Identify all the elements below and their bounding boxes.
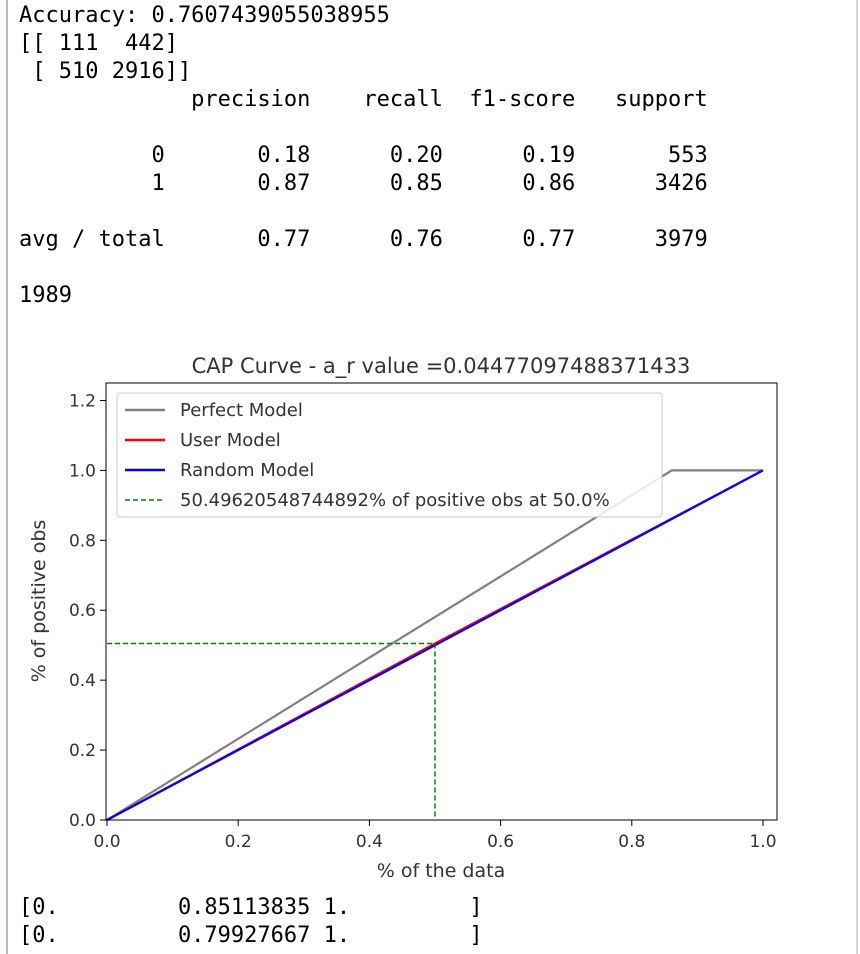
cell-right-border: [856, 0, 858, 954]
plot-area-frame: [105, 382, 778, 821]
legend-label-2: Random Model: [180, 460, 314, 481]
legend-label-0: Perfect Model: [180, 400, 303, 421]
count-output: 1989: [19, 283, 72, 308]
report-row-1: 1 0.87 0.85 0.86 3426: [19, 171, 708, 196]
confusion-matrix-row-2: [ 510 2916]]: [19, 59, 192, 84]
x-tick-label: 1.0: [749, 832, 776, 852]
report-row-0: 0 0.18 0.20 0.19 553: [19, 143, 708, 168]
array-output-line-2: [0. 0.79927667 1. ]: [19, 923, 483, 948]
x-tick-label: 0.6: [487, 832, 514, 852]
x-tick-label: 0.4: [356, 832, 383, 852]
report-avg-total: avg / total 0.77 0.76 0.77 3979: [19, 227, 708, 252]
y-tick-label: 0.0: [69, 811, 96, 831]
y-tick-label: 0.2: [69, 741, 96, 761]
legend-label-3: 50.49620548744892% of positive obs at 50…: [180, 490, 610, 511]
x-tick-label: 0.0: [93, 832, 120, 852]
y-tick-label: 1.0: [69, 461, 96, 481]
confusion-matrix-row-1: [[ 111 442]: [19, 31, 178, 56]
y-tick-label: 0.8: [69, 531, 96, 551]
chart-title: CAP Curve - a_r value =0.044770974883714…: [192, 354, 691, 379]
x-tick-label: 0.8: [618, 832, 645, 852]
series-line-0: [106, 469, 763, 821]
y-tick-label: 1.2: [69, 391, 96, 411]
x-axis-label: % of the data: [377, 860, 505, 882]
y-tick-label: 0.6: [69, 601, 96, 621]
cap-curve-chart: CAP Curve - a_r value =0.044770974883714…: [28, 354, 778, 882]
cell-left-border: [6, 0, 8, 954]
array-output-line-1: [0. 0.85113835 1. ]: [19, 895, 483, 920]
legend-box: [116, 392, 663, 518]
y-axis-label: % of positive obs: [28, 520, 50, 683]
series-line-3: [107, 642, 436, 820]
chart-legend: Perfect Model User Model Random Model 50.49…: [116, 392, 663, 518]
accuracy-line: Accuracy: 0.7607439055038955: [19, 3, 390, 28]
y-tick-label: 0.4: [69, 671, 96, 691]
legend-label-1: User Model: [180, 430, 281, 451]
x-tick-label: 0.2: [225, 832, 252, 852]
report-header: precision recall f1-score support: [19, 87, 708, 112]
